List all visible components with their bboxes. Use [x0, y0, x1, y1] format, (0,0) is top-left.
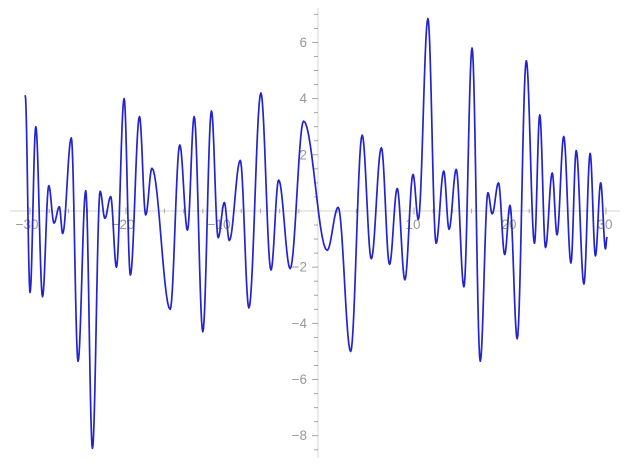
y-tick-label: −8 — [292, 428, 307, 443]
y-tick-label: −4 — [292, 316, 308, 331]
x-tick-label: −10 — [208, 217, 231, 232]
y-tick-label: 4 — [299, 91, 307, 106]
y-tick-label: −2 — [292, 260, 307, 275]
curve-path — [24, 17, 608, 450]
x-tick-label: −30 — [16, 217, 39, 232]
y-tick-label: −6 — [292, 372, 307, 387]
x-tick-label: 30 — [597, 217, 612, 232]
y-tick-label: 6 — [299, 35, 307, 50]
x-tick-label: −20 — [112, 217, 135, 232]
x-tick-label: 20 — [501, 217, 516, 232]
y-tick-label: 2 — [299, 147, 307, 162]
